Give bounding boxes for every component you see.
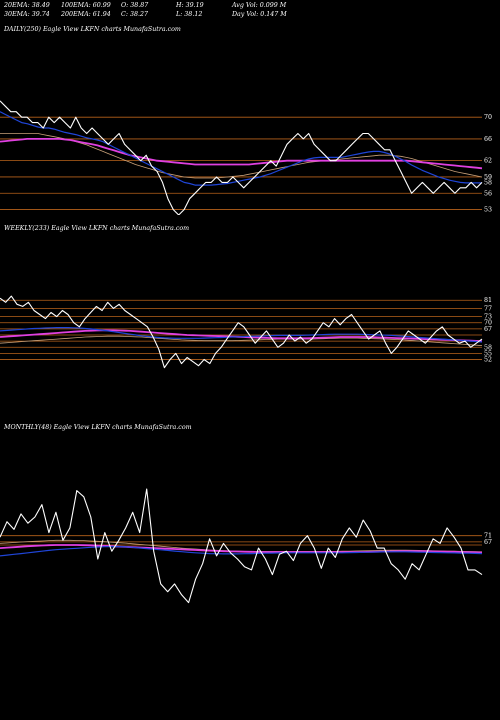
ema20-stat: 20EMA: 38.49 (4, 2, 50, 9)
weekly-y-tick-label: 81 (484, 297, 492, 304)
ema100-stat: 100EMA: 60.99 (61, 2, 111, 9)
weekly-y-tick-label: 52 (484, 357, 492, 364)
daily-y-tick-label: 59 (484, 174, 492, 181)
weekly-ma-blue-line (0, 326, 483, 343)
monthly-ma-blue-line (0, 545, 483, 557)
daily-ma-magenta-line (0, 138, 483, 170)
avg-vol-stat: Avg Vol: 0.099 M (232, 2, 287, 9)
ema30-stat: 30EMA: 39.74 (4, 11, 50, 18)
ema200-stat: 200EMA: 61.94 (61, 11, 111, 18)
weekly-panel-title: WEEKLY(233) Eagle View LKFN charts Munaf… (4, 225, 190, 232)
daily-y-tick-label: 58 (484, 179, 492, 186)
daily-price-line (0, 100, 483, 215)
weekly-y-tick-label: 67 (484, 326, 492, 333)
weekly-price-line (0, 295, 483, 369)
monthly-ma-magenta-line (0, 544, 483, 554)
weekly-y-tick-label: 73 (484, 314, 492, 321)
daily-ma-tan-line (0, 133, 483, 179)
weekly-y-tick-label: 58 (484, 344, 492, 351)
open-stat: O: 38.87 (121, 2, 149, 9)
monthly-panel-title: MONTHLY(48) Eagle View LKFN charts Munaf… (4, 424, 192, 431)
low-stat: L: 38.12 (176, 11, 203, 18)
monthly-price-line (0, 488, 483, 604)
day-vol-stat: Day Vol: 0.147 M (232, 11, 287, 18)
daily-y-tick-label: 70 (484, 114, 492, 121)
daily-panel-title: DAILY(250) Eagle View LKFN charts Munafa… (4, 26, 181, 33)
high-stat: H: 39.19 (176, 2, 204, 9)
weekly-y-tick-label: 77 (484, 305, 492, 312)
daily-y-tick-label: 56 (484, 190, 492, 197)
daily-y-tick-label: 62 (484, 158, 492, 165)
daily-y-tick-label: 53 (484, 207, 492, 214)
daily-y-tick-label: 66 (484, 136, 492, 143)
monthly-y-tick-label: 71 (484, 533, 492, 540)
stats-header: 20EMA: 38.49 100EMA: 60.99 O: 38.87 H: 3… (4, 1, 304, 19)
weekly-y-tick-label: 55 (484, 350, 492, 357)
weekly-y-tick-label: 70 (484, 320, 492, 327)
daily-ma-blue-line (0, 111, 482, 186)
close-stat: C: 38.27 (121, 11, 148, 18)
monthly-y-tick-label: 67 (484, 539, 492, 546)
